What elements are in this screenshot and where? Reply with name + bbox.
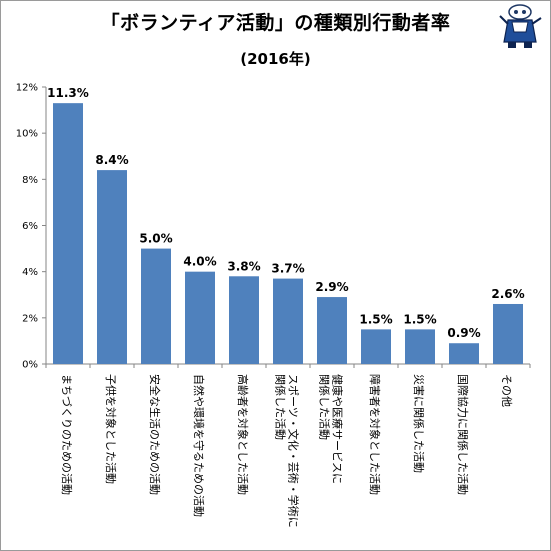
chart-bars xyxy=(53,103,523,365)
x-category-label: 関係した活動 xyxy=(274,374,288,440)
data-label: 5.0% xyxy=(139,232,172,246)
x-category-label: 国際協力に関係した活動 xyxy=(456,374,470,495)
x-category-label: 災害に関係した活動 xyxy=(412,374,426,473)
chart-subtitle: (2016年) xyxy=(240,50,311,68)
x-category-label: まちづくりのための活動 xyxy=(60,374,74,495)
bar xyxy=(185,271,215,364)
y-tick-label: 8% xyxy=(22,175,38,186)
chart-category-labels: まちづくりのための活動 子供を対象とした活動 安全な生活のための活動 自然や環境を守る… xyxy=(60,374,513,528)
data-label: 3.8% xyxy=(227,259,260,273)
y-tick-label: 12% xyxy=(16,83,38,94)
data-label: 2.9% xyxy=(315,280,348,294)
data-label: 11.3% xyxy=(47,86,89,100)
data-label: 1.5% xyxy=(359,312,392,326)
y-tick-label: 2% xyxy=(22,313,38,324)
y-tick-label: 6% xyxy=(22,221,38,232)
chart-title: 「ボランティア活動」の種類別行動者率 xyxy=(100,12,451,34)
x-category-label: 高齢者を対象とした活動 xyxy=(236,374,250,495)
x-category-label: 子供を対象とした活動 xyxy=(104,374,118,484)
y-tick-label: 0% xyxy=(22,360,38,371)
bar xyxy=(273,278,303,364)
x-category-label: 障害者を対象とした活動 xyxy=(368,374,382,495)
data-label: 3.7% xyxy=(271,262,304,276)
bar xyxy=(449,343,479,364)
bar xyxy=(97,170,127,364)
bar xyxy=(229,276,259,364)
data-label: 8.4% xyxy=(95,153,128,167)
x-category-label: 自然や環境を守るための活動 xyxy=(192,374,206,517)
x-category-label: その他 xyxy=(500,374,513,407)
x-category-label: 関係した活動 xyxy=(318,374,332,440)
data-label: 4.0% xyxy=(183,255,216,269)
mascot-character-icon xyxy=(499,4,542,48)
bar xyxy=(317,297,347,364)
y-tick-label: 4% xyxy=(22,267,38,278)
bar xyxy=(361,329,391,364)
data-label: 2.6% xyxy=(491,287,524,301)
bar xyxy=(141,248,171,364)
bar xyxy=(405,329,435,364)
x-category-label: スポーツ・文化・芸術・学術に xyxy=(287,374,301,528)
x-category-label: 安全な生活のための活動 xyxy=(148,374,162,495)
chart-data-labels: 11.3% 8.4% 5.0% 4.0% 3.8% 3.7% 2.9% 1.5% 1.5% 0.9… xyxy=(47,86,524,340)
y-tick-label: 10% xyxy=(16,129,38,140)
data-label: 0.9% xyxy=(447,326,480,340)
bar xyxy=(493,303,523,364)
bar xyxy=(53,103,83,365)
x-category-label: 健康や医療サービスに xyxy=(331,374,345,484)
data-label: 1.5% xyxy=(403,312,436,326)
